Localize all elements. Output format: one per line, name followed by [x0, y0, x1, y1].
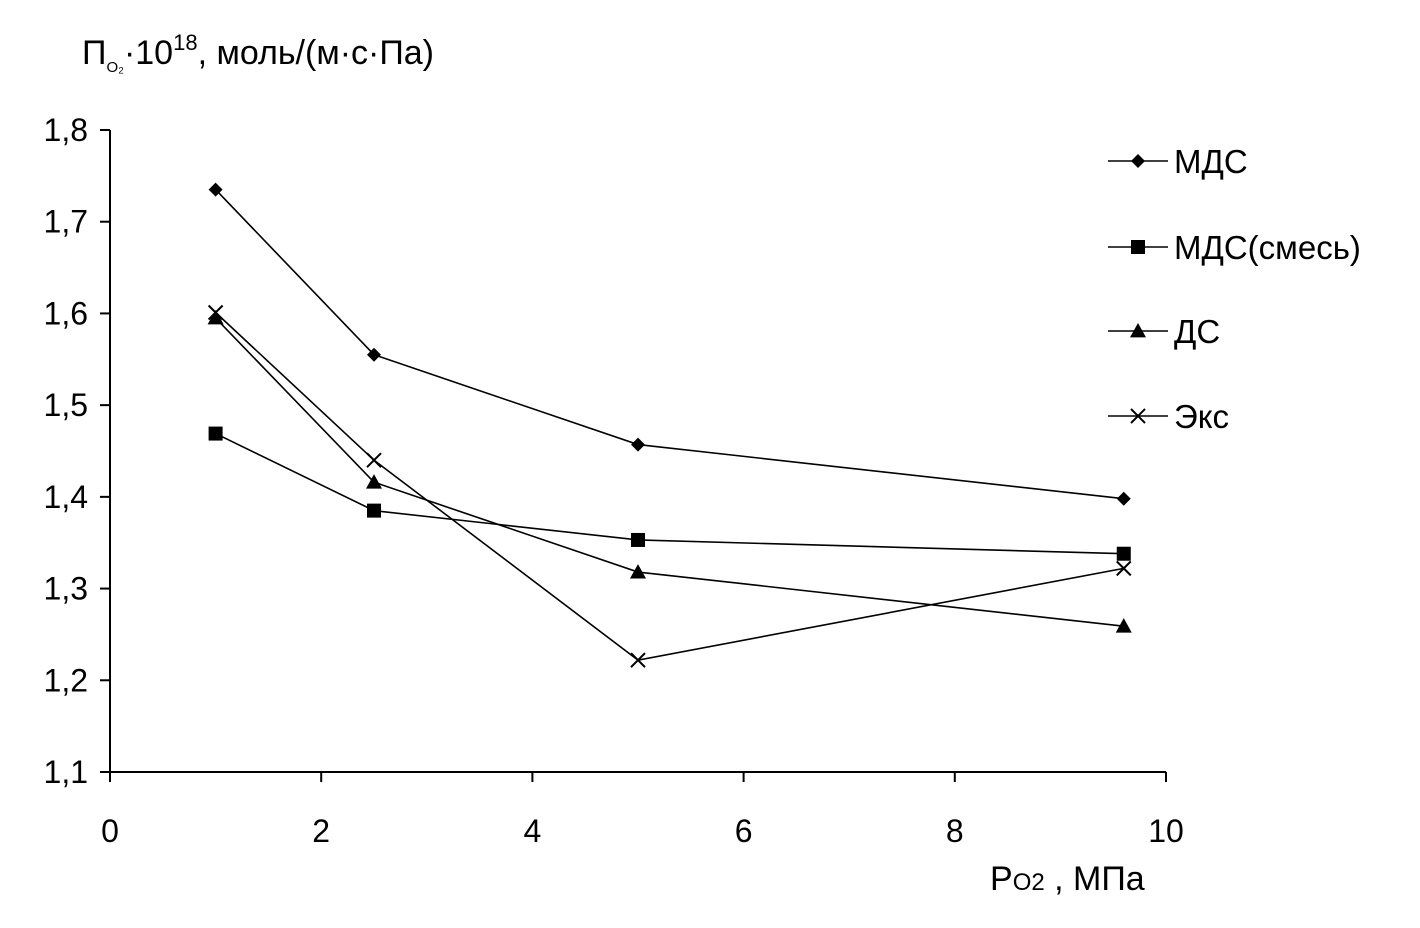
y-tick-label: 1,5	[44, 387, 88, 423]
legend-marker	[1130, 323, 1146, 338]
data-point-2-0	[207, 310, 224, 325]
data-point-3-0	[207, 304, 224, 321]
data-point-1-3	[1116, 546, 1131, 561]
legend-marker	[1131, 154, 1145, 168]
data-point-0-3	[1116, 491, 1131, 506]
y-ticks: 1,1 1,2 1,3 1,4 1,5 1,6 1,7 1,8	[44, 112, 110, 790]
series-line-2	[215, 317, 1124, 627]
y-tick-label: 1,3	[44, 571, 88, 607]
y-axis-label-mult: ·10	[124, 34, 173, 72]
x-tick-label: 0	[101, 813, 119, 849]
legend-item-1: МДС(смесь)	[1108, 229, 1361, 266]
y-tick-label: 1,2	[44, 662, 88, 698]
data-point-1-0	[208, 426, 223, 441]
data-point-3-2	[630, 652, 646, 668]
y-axis-label-sub: O₂	[106, 59, 124, 76]
data-point-0-0	[208, 182, 223, 197]
y-tick-label: 1,4	[44, 479, 88, 515]
legend-label: ДС	[1174, 313, 1220, 350]
x-tick-label: 10	[1148, 813, 1184, 849]
data-point-1-1	[367, 503, 381, 518]
data-point-0-1	[367, 347, 381, 362]
legend: МДС МДС(смесь) ДС Экс	[1108, 143, 1361, 435]
y-axis-label-unit: , моль/(м·с·Па)	[198, 34, 434, 72]
legend-marker	[1131, 240, 1145, 254]
data-point-2-2	[630, 564, 646, 579]
x-tick-label: 2	[312, 813, 330, 849]
data-point-2-1	[366, 474, 382, 489]
x-tick-label: 6	[735, 813, 753, 849]
legend-item-0: МДС	[1108, 143, 1248, 180]
series-line-0	[215, 189, 1124, 500]
data-point-1-2	[631, 532, 645, 547]
y-axis-label-main: П	[82, 34, 106, 72]
legend-item-2: ДС	[1108, 313, 1220, 350]
legend-marker	[1130, 408, 1146, 424]
x-axis-label-main: P	[990, 860, 1013, 898]
legend-item-3: Экс	[1108, 398, 1229, 435]
y-tick-label: 1,8	[44, 112, 88, 148]
data-point-0-2	[631, 437, 645, 452]
x-axis-label: PO2 , МПа	[990, 860, 1145, 898]
legend-label: МДС(смесь)	[1174, 229, 1361, 266]
y-tick-label: 1,1	[44, 754, 88, 790]
legend-label: Экс	[1174, 398, 1229, 435]
series-line-1	[215, 432, 1124, 555]
data-point-3-1	[366, 452, 382, 468]
x-axis-label-sub: O2	[1013, 869, 1045, 896]
data-point-3-3	[1116, 560, 1132, 577]
y-tick-label: 1,6	[44, 295, 88, 331]
y-tick-label: 1,7	[44, 204, 88, 240]
x-axis-label-unit: , МПа	[1045, 860, 1145, 898]
legend-label: МДС	[1174, 143, 1248, 180]
series-markers	[207, 182, 1132, 668]
series-lines	[215, 189, 1124, 661]
data-point-2-3	[1115, 618, 1132, 633]
x-tick-label: 8	[946, 813, 964, 849]
y-axis-label: ПO₂·1018, моль/(м·с·Па)	[82, 30, 434, 76]
series-line-3	[215, 311, 1124, 661]
y-axis-label-exp: 18	[173, 30, 197, 55]
x-ticks: 0 2 4 6 8 10	[101, 772, 1184, 849]
x-tick-label: 4	[524, 813, 542, 849]
